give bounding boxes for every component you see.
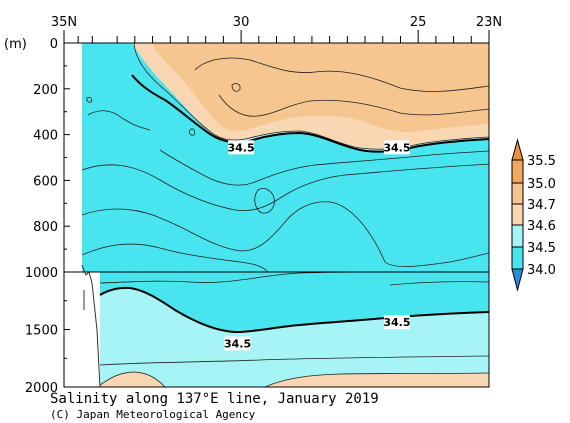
salinity-band-34.7-35.0 [152, 43, 489, 133]
colorbar-band [511, 159, 524, 184]
contour-label: 34.5 [228, 141, 255, 154]
contour-34.5-upper [131, 74, 489, 153]
y-tick-label: 1000 [25, 266, 58, 281]
colorbar-level-label: 35.0 [527, 177, 556, 192]
contour-label-background [228, 140, 255, 155]
x-tick-label: 25 [410, 15, 427, 30]
colorbar-level-label: 34.0 [527, 263, 556, 278]
colorbar-band [511, 224, 524, 248]
agency-credit: (C) Japan Meteorological Agency [50, 408, 256, 421]
contour-label: 34.5 [224, 337, 251, 350]
colorbar-band [511, 246, 524, 270]
colorbar-band [511, 182, 524, 205]
contour-label: 34.5 [383, 316, 410, 329]
x-tick-label: 35N [51, 15, 77, 30]
x-axis-tick-labels: 35N 30 25 23N [51, 15, 502, 30]
salinity-band-34.6-34.7-lower-right [265, 373, 489, 387]
x-axis-ticks [63, 30, 490, 43]
y-tick-label: 0 [50, 37, 58, 52]
colorbar-level-label: 34.5 [527, 241, 556, 256]
contour-label: 34.5 [383, 141, 410, 154]
y-tick-label: 800 [33, 220, 58, 235]
colorbar-band [511, 203, 524, 226]
colorbar-top-arrow [511, 138, 524, 161]
x-tick-label: 23N [476, 15, 502, 30]
contours-upper [81, 43, 489, 273]
y-axis-ticks [64, 42, 70, 388]
y-tick-label: 1500 [25, 324, 58, 339]
y-axis-tick-labels: 0 200 400 600 800 1000 1500 2000 [25, 37, 58, 396]
y-tick-label: 600 [33, 174, 58, 189]
x-tick-label: 30 [233, 15, 250, 30]
contour-label-background [224, 336, 251, 351]
y-tick-label: 2000 [25, 381, 58, 396]
colorbar-legend: 35.5 35.0 34.7 34.6 34.5 34.0 [511, 138, 556, 292]
contour-label-background [383, 140, 410, 155]
bottom-profile-line [81, 264, 101, 388]
colorbar-level-label: 34.6 [527, 219, 556, 234]
y-axis-unit: (m) [4, 37, 27, 52]
colorbar-level-label: 34.7 [527, 198, 556, 213]
contour-labels: 34.5 34.5 34.5 34.5 [224, 140, 410, 351]
colorbar-level-label: 35.5 [527, 154, 556, 169]
y-tick-label: 400 [33, 129, 58, 144]
colorbar-bottom-arrow [511, 268, 524, 292]
contour-label-background [383, 315, 410, 330]
salinity-band-34.0-34.5-upper [82, 43, 489, 272]
y-tick-label: 200 [33, 83, 58, 98]
chart-title: Salinity along 137°E line, January 2019 [50, 391, 379, 407]
